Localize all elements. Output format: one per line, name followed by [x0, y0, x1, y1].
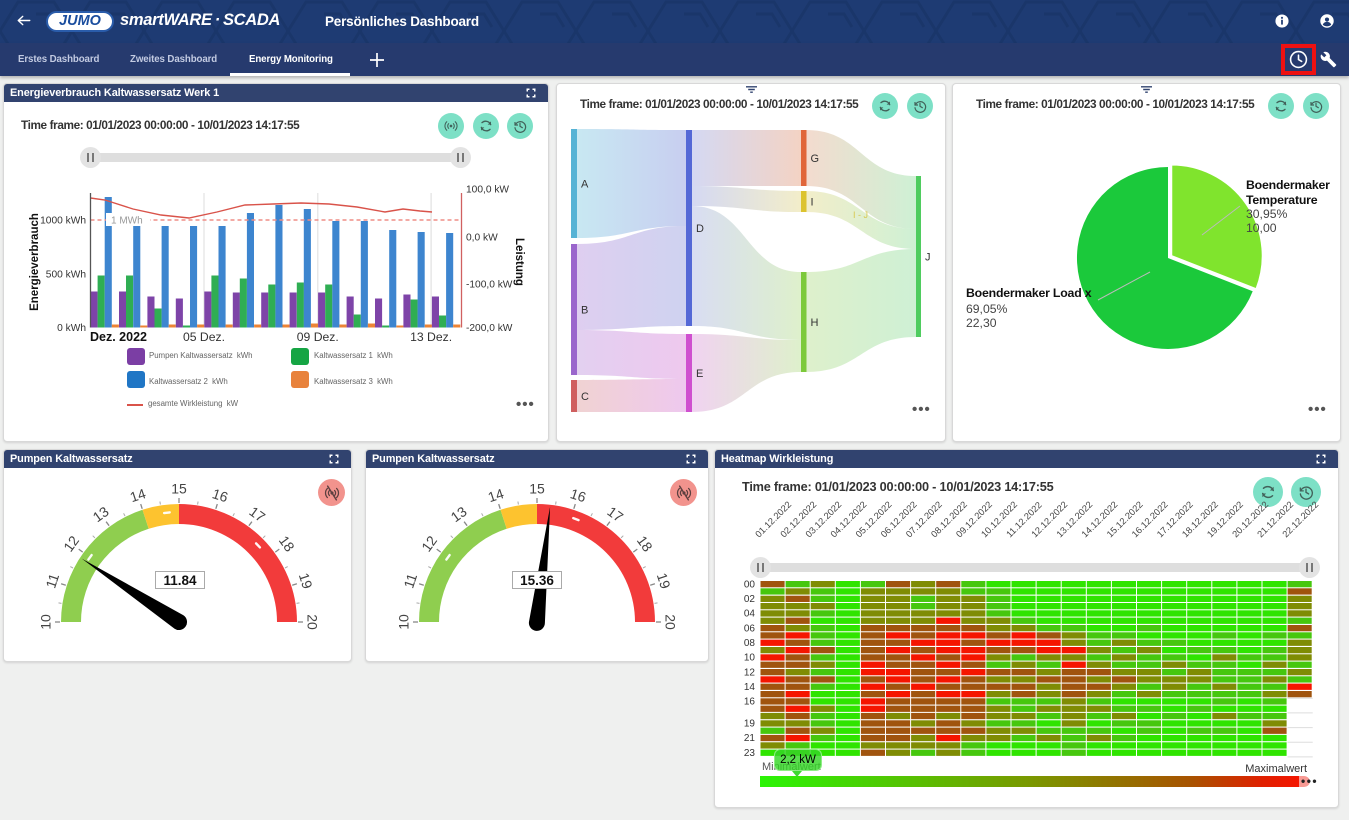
svg-text:0,0 kW: 0,0 kW	[466, 233, 498, 244]
svg-text:06: 06	[744, 623, 756, 634]
svg-text:-100,0 kW: -100,0 kW	[466, 280, 513, 291]
svg-text:15: 15	[529, 481, 545, 497]
svg-text:16: 16	[744, 697, 756, 708]
svg-text:0 kWh: 0 kWh	[57, 323, 86, 334]
svg-text:C: C	[581, 391, 589, 403]
svg-text:Energieverbrauch: Energieverbrauch	[29, 213, 41, 311]
svg-text:23: 23	[744, 748, 756, 759]
svg-text:G: G	[811, 153, 820, 165]
svg-text:B: B	[581, 305, 588, 317]
svg-text:14: 14	[128, 485, 148, 505]
svg-text:20: 20	[662, 614, 678, 630]
svg-text:05 Dez.: 05 Dez.	[183, 330, 225, 344]
svg-text:14: 14	[486, 485, 506, 505]
svg-text:12: 12	[744, 667, 756, 678]
svg-text:-200,0 kW: -200,0 kW	[466, 323, 513, 334]
svg-text:Leistung: Leistung	[513, 238, 525, 286]
svg-text:04: 04	[744, 609, 756, 620]
svg-text:1 MWh: 1 MWh	[111, 216, 143, 227]
svg-text:500 kWh: 500 kWh	[46, 270, 86, 281]
svg-text:D: D	[696, 223, 704, 235]
svg-text:15: 15	[171, 481, 187, 497]
svg-text:1000 kWh: 1000 kWh	[40, 216, 86, 227]
svg-text:16: 16	[568, 485, 588, 505]
svg-text:Maximalwert: Maximalwert	[1245, 763, 1307, 775]
svg-text:00: 00	[744, 579, 756, 590]
svg-text:Dez. 2022: Dez. 2022	[90, 330, 147, 344]
svg-text:I: I	[811, 197, 814, 209]
svg-text:A: A	[581, 179, 589, 191]
svg-text:10: 10	[38, 614, 54, 630]
svg-text:19: 19	[654, 571, 674, 591]
svg-text:09 Dez.: 09 Dez.	[297, 330, 339, 344]
svg-text:14: 14	[744, 682, 756, 693]
svg-text:08: 08	[744, 638, 756, 649]
svg-text:I - J: I - J	[853, 210, 868, 220]
svg-text:10: 10	[396, 614, 412, 630]
svg-text:100,0 kW: 100,0 kW	[466, 185, 509, 196]
svg-text:16: 16	[210, 485, 230, 505]
svg-text:10: 10	[744, 653, 756, 664]
svg-text:19: 19	[744, 719, 756, 730]
svg-text:J: J	[925, 252, 931, 264]
svg-text:20: 20	[304, 614, 320, 630]
svg-text:H: H	[811, 317, 819, 329]
svg-text:13 Dez.: 13 Dez.	[410, 330, 452, 344]
svg-text:02: 02	[744, 594, 756, 605]
svg-text:E: E	[696, 368, 703, 380]
svg-text:21: 21	[744, 733, 756, 744]
svg-text:11: 11	[42, 571, 62, 590]
svg-text:11: 11	[400, 571, 420, 590]
svg-text:19: 19	[296, 571, 316, 591]
